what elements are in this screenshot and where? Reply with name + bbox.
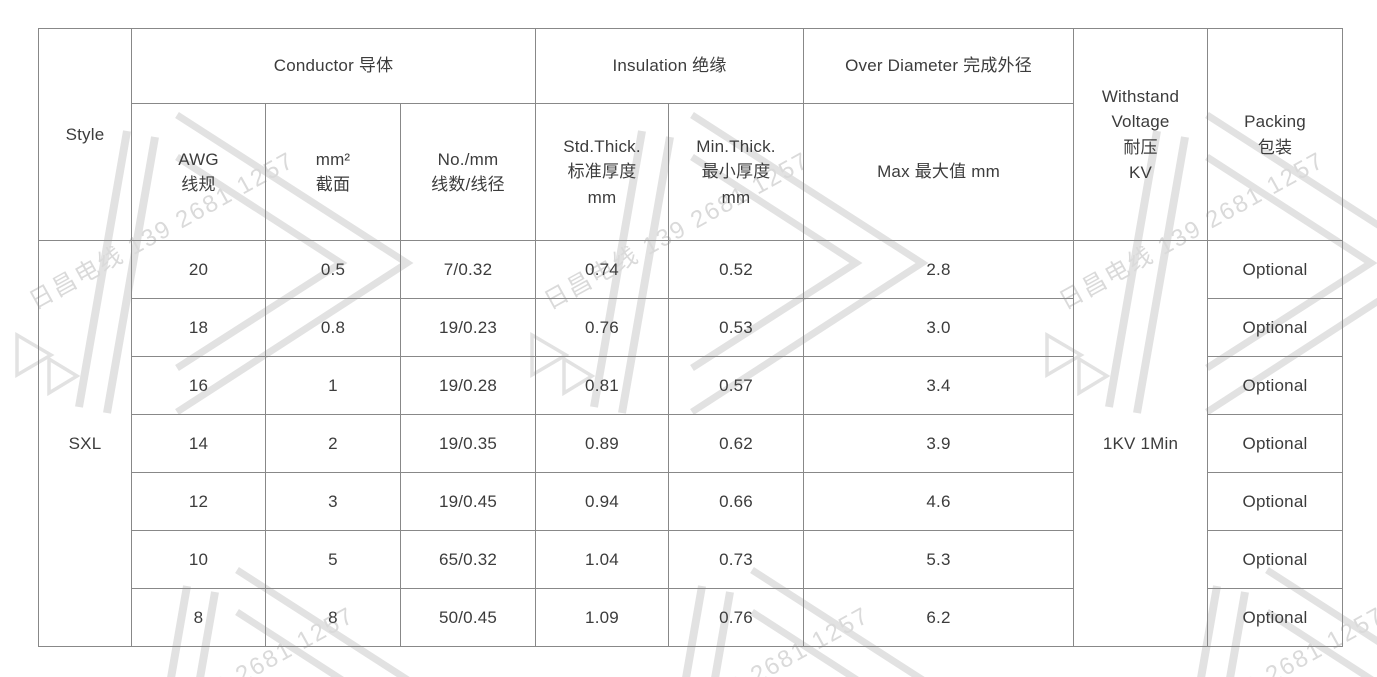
cell-mm2: 2 [265, 414, 401, 473]
table-row: 14 2 19/0.35 0.89 0.62 3.9 Optional [39, 414, 1344, 473]
cell-mm2: 5 [265, 530, 401, 589]
cell-std-thick: 1.04 [535, 530, 669, 589]
cell-awg: 12 [131, 472, 266, 531]
cell-packing: Optional [1207, 530, 1344, 589]
cell-no-mm: 50/0.45 [400, 588, 536, 647]
withstand-value-cell: 1KV 1Min [1073, 240, 1209, 647]
header-std-thick: Std.Thick. 标准厚度 mm [535, 103, 669, 241]
cell-max-diameter: 4.6 [803, 472, 1075, 531]
header-packing: Packing 包装 [1207, 28, 1344, 241]
header-no-mm: No./mm 线数/线径 [400, 103, 536, 241]
cell-no-mm: 65/0.32 [400, 530, 536, 589]
cell-awg: 14 [131, 414, 266, 473]
cell-awg: 18 [131, 298, 266, 357]
cell-packing: Optional [1207, 298, 1344, 357]
header-over-diameter-group: Over Diameter 完成外径 [803, 28, 1075, 104]
cell-min-thick: 0.76 [667, 588, 805, 647]
cell-max-diameter: 3.9 [803, 414, 1075, 473]
cell-min-thick: 0.52 [667, 240, 805, 299]
cell-mm2: 8 [265, 588, 401, 647]
cell-std-thick: 0.81 [535, 356, 669, 415]
cell-min-thick: 0.57 [667, 356, 805, 415]
table-row: SXL 20 0.5 7/0.32 0.74 0.52 2.8 1KV 1Min… [38, 240, 1344, 647]
cell-max-diameter: 3.0 [803, 298, 1075, 357]
cell-awg: 8 [131, 588, 266, 647]
cell-max-diameter: 5.3 [803, 530, 1075, 589]
cell-min-thick: 0.66 [667, 472, 805, 531]
cell-std-thick: 1.09 [535, 588, 669, 647]
cell-max-diameter: 3.4 [803, 356, 1075, 415]
cell-max-diameter: 6.2 [803, 588, 1075, 647]
spec-table: Style Conductor 导体 Insulation 绝缘 Over Di… [38, 28, 1344, 647]
header-group-row: Style Conductor 导体 Insulation 绝缘 Over Di… [38, 28, 1344, 241]
header-style: Style [38, 28, 132, 241]
cell-packing: Optional [1207, 588, 1344, 647]
header-withstand-voltage: Withstand Voltage 耐压 KV [1073, 28, 1209, 241]
cell-no-mm: 19/0.23 [400, 298, 536, 357]
cell-std-thick: 0.76 [535, 298, 669, 357]
header-conductor-group: Conductor 导体 [131, 28, 536, 104]
style-value-cell: SXL [38, 240, 132, 647]
table-row: 12 3 19/0.45 0.94 0.66 4.6 Optional [39, 472, 1344, 531]
cell-mm2: 0.8 [265, 298, 401, 357]
cell-packing: Optional [1207, 414, 1344, 473]
cell-awg: 10 [131, 530, 266, 589]
cell-awg: 20 [131, 240, 266, 299]
cell-no-mm: 7/0.32 [400, 240, 536, 299]
header-max: Max 最大值 mm [803, 103, 1075, 241]
cell-std-thick: 0.74 [535, 240, 669, 299]
header-mm2: mm² 截面 [265, 103, 401, 241]
cell-packing: Optional [1207, 472, 1344, 531]
cell-no-mm: 19/0.28 [400, 356, 536, 415]
cell-min-thick: 0.62 [667, 414, 805, 473]
cell-no-mm: 19/0.45 [400, 472, 536, 531]
cell-packing: Optional [1207, 356, 1344, 415]
cell-packing: Optional [1207, 240, 1344, 299]
cell-awg: 16 [131, 356, 266, 415]
cell-std-thick: 0.89 [535, 414, 669, 473]
header-awg: AWG 线规 [131, 103, 266, 241]
cell-mm2: 1 [265, 356, 401, 415]
header-min-thick: Min.Thick. 最小厚度 mm [667, 103, 805, 241]
cell-mm2: 3 [265, 472, 401, 531]
cell-mm2: 0.5 [265, 240, 401, 299]
cell-std-thick: 0.94 [535, 472, 669, 531]
cell-min-thick: 0.53 [667, 298, 805, 357]
header-insulation-group: Insulation 绝缘 [534, 28, 805, 104]
cell-no-mm: 19/0.35 [400, 414, 536, 473]
cell-min-thick: 0.73 [667, 530, 805, 589]
cell-max-diameter: 2.8 [803, 240, 1075, 299]
